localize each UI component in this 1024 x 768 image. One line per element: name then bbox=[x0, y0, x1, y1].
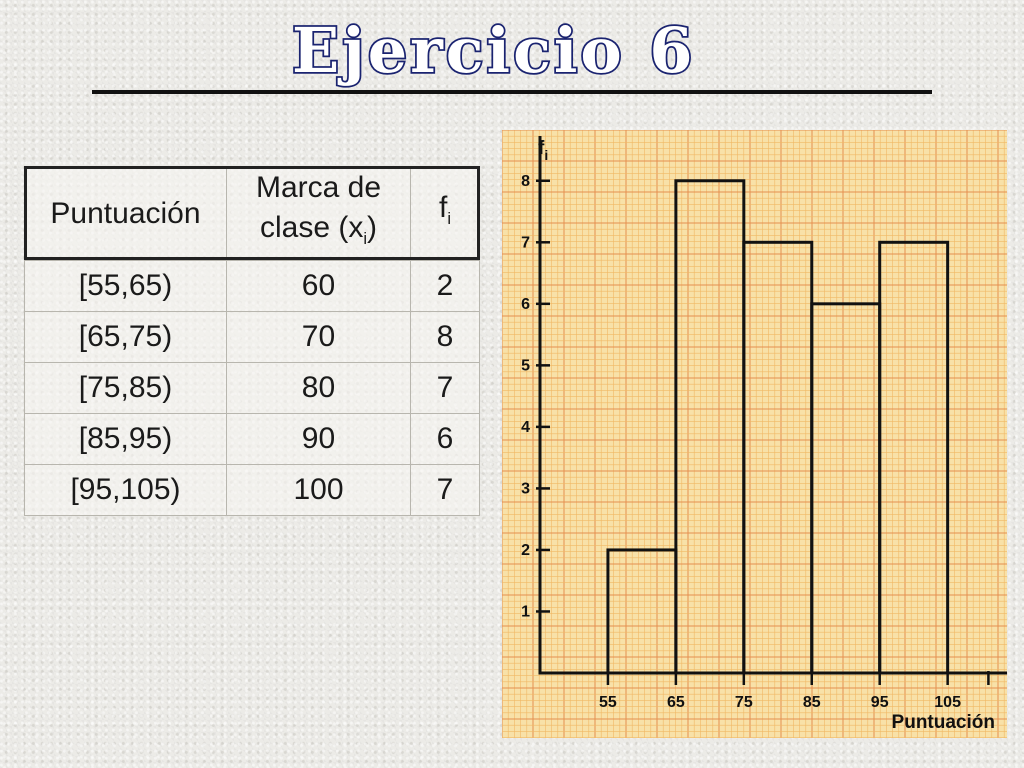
table-row: [55,65) 60 2 bbox=[24, 260, 480, 312]
table-row: [65,75) 70 8 bbox=[24, 311, 480, 363]
x-tick-label: 75 bbox=[735, 694, 753, 711]
cell-freq: 2 bbox=[410, 260, 480, 312]
y-tick-label: 1 bbox=[521, 603, 530, 620]
cell-mark: 80 bbox=[225, 362, 412, 414]
y-tick-label: 4 bbox=[521, 419, 530, 436]
table-row: [75,85) 80 7 bbox=[24, 362, 480, 414]
header-marca-line2-suffix: ) bbox=[367, 211, 377, 244]
x-tick-label: 95 bbox=[871, 694, 889, 711]
table-header-row: Puntuación Marca de clase (xi) fi bbox=[24, 166, 480, 261]
cell-mark: 70 bbox=[225, 311, 412, 363]
x-tick-label: 85 bbox=[803, 694, 821, 711]
cell-mark: 90 bbox=[225, 413, 412, 465]
header-puntuacion-label: Puntuación bbox=[50, 196, 201, 230]
header-marca-subscript: i bbox=[363, 230, 367, 248]
cell-interval: [65,75) bbox=[24, 311, 227, 363]
y-tick-label: 2 bbox=[521, 542, 530, 559]
x-tick-label: 55 bbox=[599, 694, 617, 711]
header-fi: fi bbox=[410, 166, 480, 261]
x-tick-label: 105 bbox=[934, 694, 961, 711]
header-marca-line2-prefix: clase (x bbox=[259, 211, 364, 244]
cell-freq: 6 bbox=[410, 413, 480, 465]
cell-interval: [85,95) bbox=[24, 413, 227, 465]
page-title: Ejercicio 6 bbox=[292, 14, 696, 87]
title-underline bbox=[92, 90, 932, 94]
header-marca-line1: Marca de bbox=[255, 171, 382, 204]
cell-interval: [55,65) bbox=[24, 260, 227, 312]
y-tick-label: 5 bbox=[521, 357, 530, 374]
title-banner: Ejercicio 6 bbox=[270, 0, 770, 90]
header-fi-main: f bbox=[438, 191, 448, 224]
header-fi-subscript: i bbox=[447, 210, 451, 228]
table-row: [95,105) 100 7 bbox=[24, 464, 480, 516]
y-tick-label: 7 bbox=[521, 234, 530, 251]
y-tick-label: 3 bbox=[521, 480, 530, 497]
axes bbox=[536, 136, 1007, 685]
frequency-table: Puntuación Marca de clase (xi) fi [55,65… bbox=[24, 166, 480, 516]
header-puntuacion: Puntuación bbox=[24, 166, 227, 261]
histogram-chart: 1 2 3 4 5 6 7 8 55 65 75 85 95 105 Puntuación fi bbox=[501, 129, 1007, 738]
header-marca-de-clase: Marca de clase (xi) bbox=[225, 166, 412, 261]
cell-freq: 8 bbox=[410, 311, 480, 363]
cell-interval: [75,85) bbox=[24, 362, 227, 414]
y-axis-title-main: f bbox=[538, 138, 545, 159]
cell-mark: 100 bbox=[225, 464, 412, 516]
x-tick-label: 65 bbox=[667, 694, 685, 711]
x-axis-title: Puntuación bbox=[892, 712, 995, 733]
y-tick-label: 8 bbox=[521, 173, 530, 190]
cell-freq: 7 bbox=[410, 464, 480, 516]
cell-interval: [95,105) bbox=[24, 464, 227, 516]
cell-mark: 60 bbox=[225, 260, 412, 312]
y-tick-label: 6 bbox=[521, 296, 530, 313]
y-axis-title-subscript: i bbox=[544, 147, 548, 163]
y-axis-title: fi bbox=[538, 138, 548, 163]
table-row: [85,95) 90 6 bbox=[24, 413, 480, 465]
cell-freq: 7 bbox=[410, 362, 480, 414]
